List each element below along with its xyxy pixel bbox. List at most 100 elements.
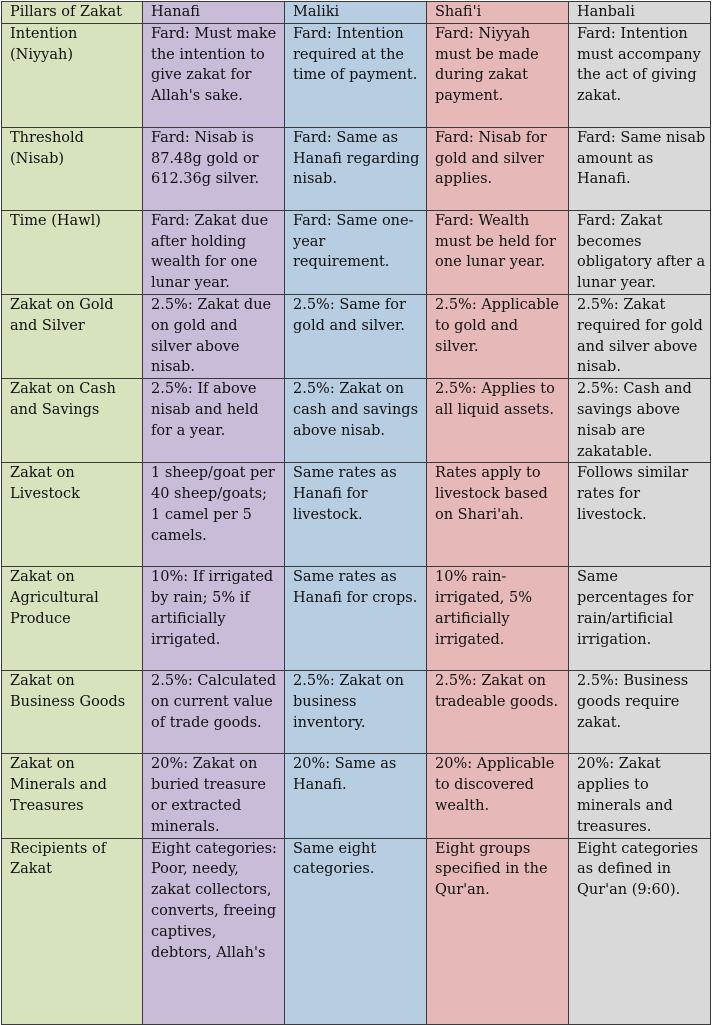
hanafi-cell: Fard: Zakat due after holding wealth for… bbox=[142, 209, 285, 295]
hanafi-cell: 20%: Zakat on buried treasure or extract… bbox=[142, 753, 285, 839]
pillar-cell-text: Recipients of Zakat bbox=[10, 840, 107, 878]
shafii-cell-text: 2.5%: Applies to all liquid assets. bbox=[435, 381, 555, 418]
shafii-cell-text: 20%: Applicable to discovered wealth. bbox=[435, 756, 555, 814]
pillar-cell: Zakat on Cash and Savings bbox=[1, 378, 143, 464]
hanafi-cell: Eight categories: Poor, needy, zakat col… bbox=[142, 837, 285, 1025]
maliki-cell: Same eight categories. bbox=[284, 837, 427, 1025]
shafii-cell-text: 2.5%: Zakat on tradeable goods. bbox=[435, 673, 559, 711]
shafii-cell: Rates apply to livestock based on Shari'… bbox=[426, 462, 569, 568]
shafii-cell: 2.5%: Zakat on tradeable goods. bbox=[426, 670, 569, 755]
pillar-cell-text: Intention (Niyyah) bbox=[10, 25, 78, 63]
table-row: Recipients of Zakat Eight categories: Poo… bbox=[1, 837, 711, 1025]
table-body: Intention (Niyyah) Fard: Must make the in… bbox=[1, 22, 711, 1025]
shafii-cell-text: Fard: Niyyah must be made during zakat p… bbox=[435, 25, 539, 105]
maliki-cell-text: 2.5%: Zakat on cash and savings above ni… bbox=[293, 381, 419, 439]
hanbali-cell: 2.5%: Cash and savings above nisab are z… bbox=[568, 378, 711, 464]
table-row: Zakat on Agricultural Produce 10%: If irr… bbox=[1, 566, 711, 672]
hanafi-cell-text: 20%: Zakat on buried treasure or extract… bbox=[151, 756, 266, 835]
maliki-cell-text: Fard: Same as Hanafi regarding nisab. bbox=[293, 129, 420, 188]
hanafi-cell-text: Eight categories: Poor, needy, zakat col… bbox=[151, 840, 277, 961]
hanbali-cell-text: 2.5%: Cash and savings above nisab are z… bbox=[577, 381, 692, 460]
hanbali-cell-text: Eight categories as defined in Qur'an (9… bbox=[577, 840, 699, 899]
hanafi-cell: 2.5%: Zakat due on gold and silver above… bbox=[142, 293, 285, 380]
maliki-cell-text: Same eight categories. bbox=[293, 840, 377, 878]
hanafi-cell: 2.5%: Calculated on current value of tra… bbox=[142, 670, 285, 755]
pillar-cell: Intention (Niyyah) bbox=[1, 22, 143, 128]
header-hanafi: Hanafi bbox=[142, 1, 285, 24]
hanafi-cell-text: 2.5%: Zakat due on gold and silver above… bbox=[151, 296, 272, 376]
pillar-cell: Zakat on Business Goods bbox=[1, 670, 143, 755]
pillar-cell-text: Zakat on Cash and Savings bbox=[10, 381, 116, 418]
pillar-cell-text: Zakat on Business Goods bbox=[10, 673, 126, 711]
shafii-cell: Eight groups specified in the Qur'an. bbox=[426, 837, 569, 1025]
hanbali-cell-text: 20%: Zakat applies to minerals and treas… bbox=[577, 756, 673, 835]
hanbali-cell: Fard: Intention must accompany the act o… bbox=[568, 22, 711, 128]
hanafi-cell-text: 10%: If irrigated by rain; 5% if artific… bbox=[151, 569, 274, 648]
shafii-cell: Fard: Nisab for gold and silver applies. bbox=[426, 126, 569, 211]
hanafi-cell-text: 2.5%: Calculated on current value of tra… bbox=[151, 673, 277, 731]
maliki-cell: 2.5%: Same for gold and silver. bbox=[284, 293, 427, 380]
pillar-cell: Zakat on Agricultural Produce bbox=[1, 566, 143, 672]
hanbali-cell: Eight categories as defined in Qur'an (9… bbox=[568, 837, 711, 1025]
hanafi-cell-text: Fard: Nisab is 87.48g gold or 612.36g si… bbox=[151, 129, 260, 188]
hanbali-cell-text: Fard: Intention must accompany the act o… bbox=[577, 25, 701, 105]
table-row: Zakat on Gold and Silver 2.5%: Zakat due … bbox=[1, 293, 711, 380]
table-row: Time (Hawl) Fard: Zakat due after holding… bbox=[1, 209, 711, 295]
hanbali-cell: 2.5%: Zakat required for gold and silver… bbox=[568, 293, 711, 380]
pillar-cell: Zakat on Livestock bbox=[1, 462, 143, 568]
hanbali-cell-text: Same percentages for rain/artificial irr… bbox=[577, 569, 694, 648]
pillar-cell: Zakat on Gold and Silver bbox=[1, 293, 143, 380]
header-maliki: Maliki bbox=[284, 1, 427, 24]
shafii-cell-text: Rates apply to livestock based on Shari'… bbox=[435, 465, 548, 523]
hanbali-cell-text: 2.5%: Business goods require zakat. bbox=[577, 673, 689, 731]
hanafi-cell-text: 2.5%: If above nisab and held for a year… bbox=[151, 381, 259, 439]
maliki-cell: 2.5%: Zakat on business inventory. bbox=[284, 670, 427, 755]
pillar-cell-text: Time (Hawl) bbox=[10, 212, 101, 229]
shafii-cell-text: 2.5%: Applicable to gold and silver. bbox=[435, 296, 559, 355]
maliki-cell: 2.5%: Zakat on cash and savings above ni… bbox=[284, 378, 427, 464]
hanbali-cell-text: Fard: Same nisab amount as Hanafi. bbox=[577, 129, 706, 188]
maliki-cell-text: 2.5%: Zakat on business inventory. bbox=[293, 673, 404, 731]
hanafi-cell: Fard: Nisab is 87.48g gold or 612.36g si… bbox=[142, 126, 285, 211]
header-shafii: Shafi'i bbox=[426, 1, 569, 24]
maliki-cell-text: 2.5%: Same for gold and silver. bbox=[293, 296, 406, 334]
table-row: Zakat on Business Goods 2.5%: Calculated … bbox=[1, 670, 711, 755]
shafii-cell: 2.5%: Applicable to gold and silver. bbox=[426, 293, 569, 380]
table-row: Threshold (Nisab) Fard: Nisab is 87.48g g… bbox=[1, 126, 711, 211]
maliki-cell: 20%: Same as Hanafi. bbox=[284, 753, 427, 839]
shafii-cell: 2.5%: Applies to all liquid assets. bbox=[426, 378, 569, 464]
hanafi-cell: Fard: Must make the intention to give za… bbox=[142, 22, 285, 128]
maliki-cell-text: Fard: Intention required at the time of … bbox=[293, 25, 418, 84]
hanbali-cell: 2.5%: Business goods require zakat. bbox=[568, 670, 711, 755]
shafii-cell-text: 10% rain-irrigated, 5% artificially irri… bbox=[435, 569, 532, 648]
hanbali-cell: Fard: Zakat becomes obligatory after a l… bbox=[568, 209, 711, 295]
shafii-cell: Fard: Niyyah must be made during zakat p… bbox=[426, 22, 569, 128]
shafii-cell-text: Fard: Wealth must be held for one lunar … bbox=[435, 212, 556, 271]
hanbali-cell: Fard: Same nisab amount as Hanafi. bbox=[568, 126, 711, 211]
hanbali-cell: Follows similar rates for livestock. bbox=[568, 462, 711, 568]
pillar-cell-text: Zakat on Minerals and Treasures bbox=[10, 756, 107, 814]
maliki-cell: Same rates as Hanafi for crops. bbox=[284, 566, 427, 672]
header-row: Pillars of Zakat Hanafi Maliki Shafi'i H… bbox=[1, 1, 711, 24]
pillar-cell-text: Threshold (Nisab) bbox=[10, 129, 84, 167]
table-row: Zakat on Livestock 1 sheep/goat per 40 sh… bbox=[1, 462, 711, 568]
shafii-cell-text: Fard: Nisab for gold and silver applies. bbox=[435, 129, 547, 188]
maliki-cell: Fard: Intention required at the time of … bbox=[284, 22, 427, 128]
hanafi-cell: 2.5%: If above nisab and held for a year… bbox=[142, 378, 285, 464]
hanafi-cell-text: Fard: Must make the intention to give za… bbox=[151, 25, 277, 105]
maliki-cell-text: Fard: Same one-year requirement. bbox=[293, 212, 414, 271]
pillar-cell: Threshold (Nisab) bbox=[1, 126, 143, 211]
pillar-cell-text: Zakat on Livestock bbox=[10, 465, 80, 503]
hanbali-cell-text: Fard: Zakat becomes obligatory after a l… bbox=[577, 212, 706, 292]
maliki-cell-text: Same rates as Hanafi for livestock. bbox=[293, 465, 397, 523]
header-hanbali: Hanbali bbox=[568, 1, 711, 24]
shafii-cell: Fard: Wealth must be held for one lunar … bbox=[426, 209, 569, 295]
maliki-cell: Same rates as Hanafi for livestock. bbox=[284, 462, 427, 568]
shafii-cell-text: Eight groups specified in the Qur'an. bbox=[435, 840, 548, 899]
hanafi-cell-text: 1 sheep/goat per 40 sheep/goats; 1 camel… bbox=[151, 465, 275, 544]
table-row: Zakat on Cash and Savings 2.5%: If above … bbox=[1, 378, 711, 464]
shafii-cell: 20%: Applicable to discovered wealth. bbox=[426, 753, 569, 839]
hanbali-cell-text: Follows similar rates for livestock. bbox=[577, 465, 689, 523]
table-row: Intention (Niyyah) Fard: Must make the in… bbox=[1, 22, 711, 128]
